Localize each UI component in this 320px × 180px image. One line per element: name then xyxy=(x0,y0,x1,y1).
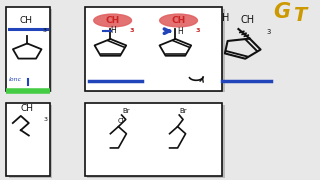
Ellipse shape xyxy=(94,14,132,27)
Text: CH: CH xyxy=(241,15,255,25)
Text: lonc: lonc xyxy=(9,77,22,82)
Text: 3: 3 xyxy=(44,117,48,122)
FancyBboxPatch shape xyxy=(6,7,50,91)
Text: Cl: Cl xyxy=(117,118,124,124)
FancyBboxPatch shape xyxy=(87,105,225,178)
Text: H: H xyxy=(177,27,183,36)
Text: H: H xyxy=(222,13,230,23)
FancyBboxPatch shape xyxy=(85,103,222,176)
Text: H: H xyxy=(111,26,116,35)
Text: CH: CH xyxy=(20,16,33,25)
Text: 3: 3 xyxy=(43,28,47,33)
Text: Br: Br xyxy=(179,108,187,114)
Text: CH: CH xyxy=(172,16,186,25)
Text: 3: 3 xyxy=(129,28,134,33)
FancyBboxPatch shape xyxy=(9,9,52,92)
Ellipse shape xyxy=(160,14,197,27)
Text: CH: CH xyxy=(106,16,120,25)
Text: Br: Br xyxy=(122,108,130,114)
Text: G: G xyxy=(274,2,291,22)
Text: 3: 3 xyxy=(195,28,200,33)
Text: T: T xyxy=(292,6,306,25)
FancyBboxPatch shape xyxy=(87,9,225,92)
FancyBboxPatch shape xyxy=(9,105,52,178)
Text: 3: 3 xyxy=(266,28,270,35)
FancyBboxPatch shape xyxy=(85,7,222,91)
Text: CH: CH xyxy=(21,104,34,113)
FancyBboxPatch shape xyxy=(6,103,50,176)
